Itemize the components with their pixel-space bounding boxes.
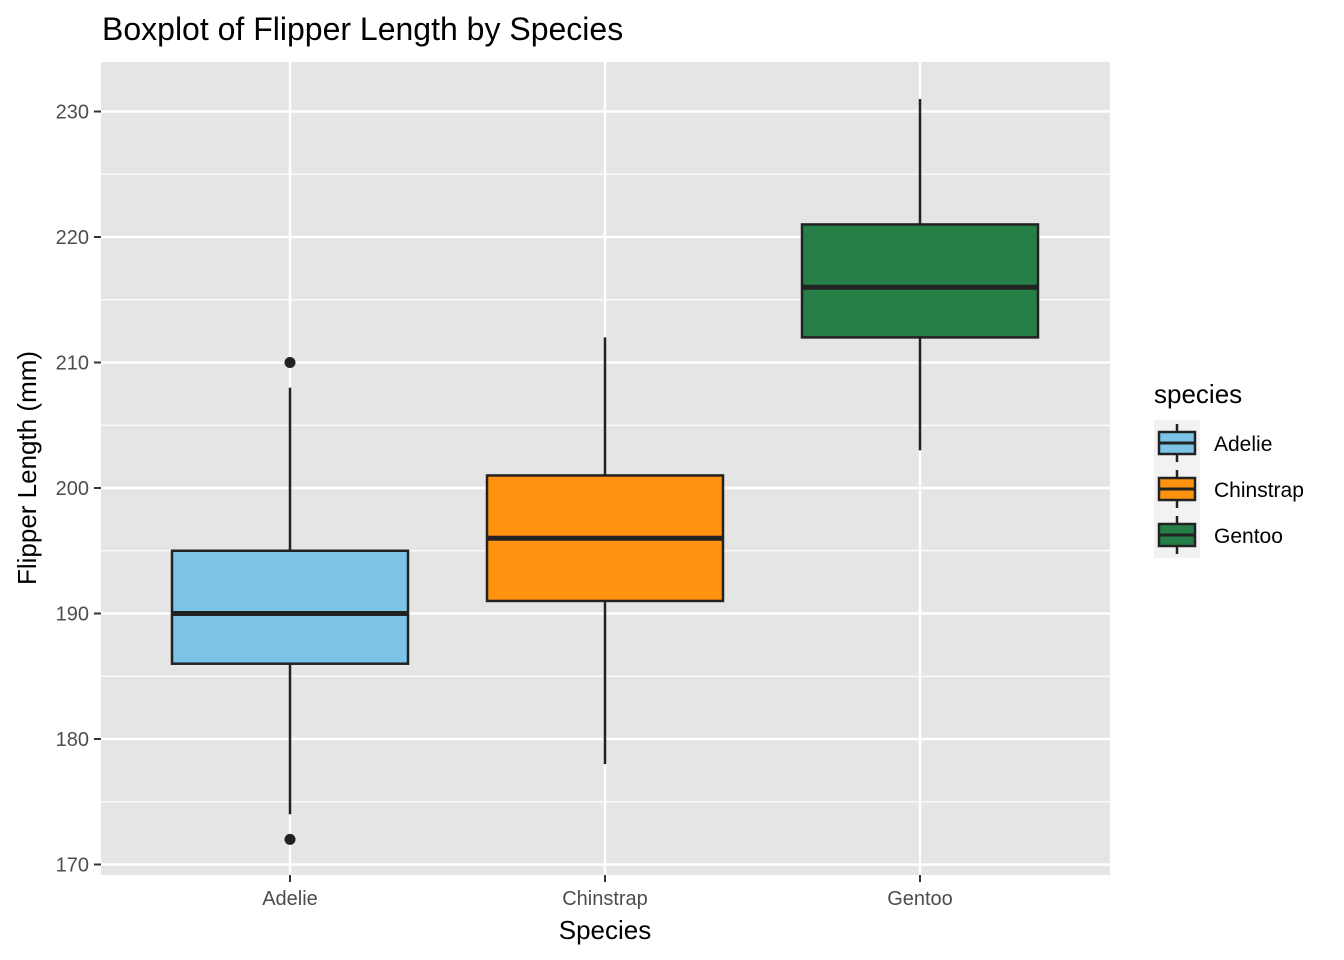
x-tick-label: Adelie <box>262 888 318 910</box>
legend-items: Adelie Chinstrap Gentoo <box>1157 424 1304 554</box>
y-tick-label: 190 <box>56 604 89 626</box>
legend-item-adelie: Adelie <box>1157 424 1272 462</box>
legend-item-chinstrap: Chinstrap <box>1157 470 1304 508</box>
x-axis-title: Species <box>559 915 652 945</box>
x-tick-label: Chinstrap <box>562 888 648 910</box>
box-body <box>800 223 1040 339</box>
x-axis: Adelie Chinstrap Gentoo <box>262 875 953 910</box>
legend-label: Adelie <box>1214 433 1272 456</box>
chart-title: Boxplot of Flipper Length by Species <box>102 11 623 47</box>
box-gentoo <box>800 98 1040 451</box>
y-tick-label: 220 <box>56 227 89 249</box>
y-axis-title: Flipper Length (mm) <box>12 351 42 585</box>
legend-label: Gentoo <box>1214 525 1283 548</box>
legend-title: species <box>1154 379 1242 409</box>
boxes-layer <box>170 98 1040 845</box>
box-adelie <box>170 357 410 845</box>
y-tick-label: 200 <box>56 478 89 500</box>
box-body <box>170 549 410 665</box>
y-axis: 170 180 190 200 210 220 230 <box>56 102 101 877</box>
y-tick-label: 230 <box>56 102 89 124</box>
outlier-point <box>284 833 296 845</box>
legend-label: Chinstrap <box>1214 479 1304 502</box>
y-tick-label: 170 <box>56 855 89 877</box>
legend: species Adelie Chinstrap Gentoo <box>1154 379 1304 558</box>
legend-item-gentoo: Gentoo <box>1157 516 1283 554</box>
y-tick-label: 180 <box>56 729 89 751</box>
y-tick-label: 210 <box>56 353 89 375</box>
box-chinstrap <box>485 337 725 765</box>
x-tick-label: Gentoo <box>887 888 953 910</box>
outlier-point <box>284 357 296 368</box>
